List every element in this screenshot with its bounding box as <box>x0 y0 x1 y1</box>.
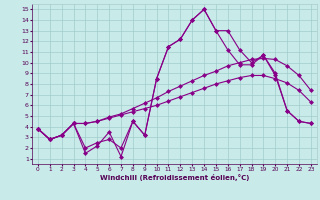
X-axis label: Windchill (Refroidissement éolien,°C): Windchill (Refroidissement éolien,°C) <box>100 174 249 181</box>
